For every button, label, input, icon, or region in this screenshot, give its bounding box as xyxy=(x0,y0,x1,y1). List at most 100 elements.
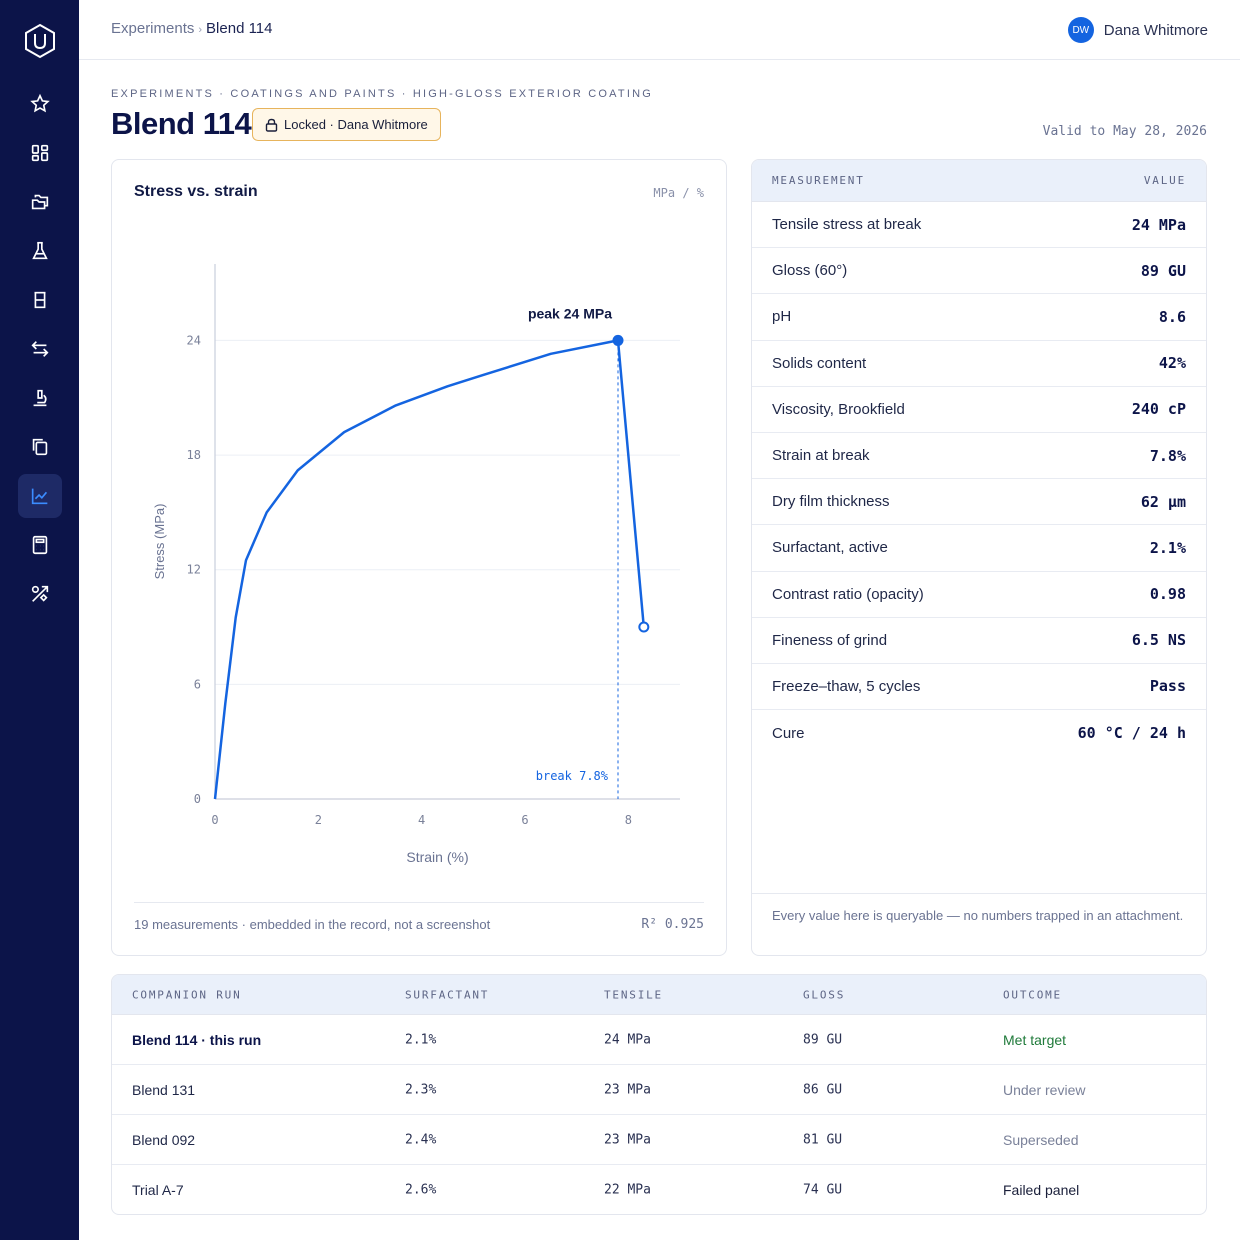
table-row[interactable]: Blend 092 2.4% 23 MPa 81 GU Superseded xyxy=(112,1115,1206,1165)
lock-badge-label: Locked · Dana Whitmore xyxy=(284,117,428,132)
measurement-value: 24 MPa xyxy=(1131,215,1186,234)
measurement-name: Strain at break xyxy=(772,447,870,465)
sidebar-item-favorites[interactable] xyxy=(18,82,62,126)
breadcrumb-separator: › xyxy=(198,24,203,36)
sidebar-item-transfers[interactable] xyxy=(18,327,62,371)
measurements-list: Tensile stress at break 24 MPa Gloss (60°)… xyxy=(752,202,1206,756)
x-tick-label: 4 xyxy=(418,813,425,827)
chart-icon xyxy=(31,488,48,505)
run-gloss: 74 GU xyxy=(803,1182,843,1198)
flask-icon xyxy=(32,241,48,260)
measurement-name: Freeze–thaw, 5 cycles xyxy=(772,677,921,695)
grid-icon xyxy=(31,144,49,162)
breadcrumb-current: Blend 114 xyxy=(206,20,273,37)
user-name: Dana Whitmore xyxy=(1103,21,1208,39)
run-surfactant: 2.1% xyxy=(405,1032,437,1047)
avatar: DW xyxy=(1067,17,1094,43)
user-menu[interactable]: DW Dana Whitmore xyxy=(1067,17,1208,43)
sidebar-item-experiments[interactable] xyxy=(18,229,62,273)
sidebar-item-analysis[interactable] xyxy=(18,376,62,420)
measurement-value: 7.8% xyxy=(1149,446,1186,465)
sidebar-item-charts[interactable] xyxy=(18,474,62,518)
stress-strain-line xyxy=(213,339,646,800)
run-name: Blend 131 xyxy=(132,1081,196,1098)
lock-badge[interactable]: Locked · Dana Whitmore xyxy=(252,108,441,141)
sidebar-item-calculator[interactable] xyxy=(18,523,62,567)
x-tick-label: 6 xyxy=(521,813,528,827)
header-surfactant: SURFACTANT xyxy=(405,988,490,1001)
break-label: break 7.8% xyxy=(536,769,609,783)
companion-runs-table: COMPANION RUN SURFACTANT TENSILE GLOSS O… xyxy=(111,974,1207,1215)
app-logo[interactable] xyxy=(23,23,57,59)
run-surfactant: 2.6% xyxy=(405,1182,437,1198)
measurement-row[interactable]: Viscosity, Brookfield 240 cP xyxy=(752,387,1206,433)
header-outcome: OUTCOME xyxy=(1003,988,1062,1001)
measurement-row[interactable]: Strain at break 7.8% xyxy=(752,433,1206,480)
measurements-card: MEASUREMENT VALUE Tensile stress at brea… xyxy=(751,159,1207,956)
measurement-value: 0.98 xyxy=(1149,585,1186,604)
header-companion-run: COMPANION RUN xyxy=(132,988,242,1001)
measurement-row[interactable]: pH 8.6 xyxy=(752,294,1206,341)
y-tick-label: 24 xyxy=(187,333,201,347)
measurement-name: Surfactant, active xyxy=(772,539,888,557)
measurement-row[interactable]: Surfactant, active 2.1% xyxy=(752,525,1206,572)
chart-r-squared: R² 0.925 xyxy=(641,917,704,932)
lock-icon xyxy=(265,118,278,132)
chart-units: MPa / % xyxy=(653,186,704,200)
run-outcome: Superseded xyxy=(1003,1131,1079,1148)
table-row[interactable]: Blend 131 2.3% 23 MPa 86 GU Under review xyxy=(112,1065,1206,1115)
measurement-value: 62 µm xyxy=(1140,492,1186,511)
run-name: Blend 092 xyxy=(132,1131,196,1148)
sidebar-item-dashboard[interactable] xyxy=(18,131,62,175)
chart-title: Stress vs. strain xyxy=(134,183,258,200)
measurement-row[interactable]: Cure 60 °C / 24 h xyxy=(752,710,1206,756)
chart-footer-note: 19 measurements · embedded in the record… xyxy=(134,917,491,932)
calculator-icon xyxy=(32,535,48,555)
measurement-row[interactable]: Freeze–thaw, 5 cycles Pass xyxy=(752,664,1206,711)
runs-table-body: Blend 114 · this run 2.1% 24 MPa 89 GU Met t… xyxy=(112,1015,1206,1214)
sidebar-item-projects[interactable] xyxy=(18,180,62,224)
copy-icon xyxy=(32,438,48,456)
measurement-value: 2.1% xyxy=(1149,538,1186,557)
y-tick-label: 0 xyxy=(194,792,201,806)
run-surfactant: 2.3% xyxy=(405,1082,437,1097)
measurement-name: Cure xyxy=(772,724,805,742)
run-name: Trial A-7 xyxy=(132,1182,184,1198)
break-end-point xyxy=(638,621,650,633)
measurement-value: 6.5 NS xyxy=(1131,631,1186,650)
beaker-icon xyxy=(34,291,46,309)
sidebar-item-samples[interactable] xyxy=(18,278,62,322)
sidebar-item-tools[interactable] xyxy=(18,572,62,616)
measurement-row[interactable]: Gloss (60°) 89 GU xyxy=(752,248,1206,295)
measurement-row[interactable]: Solids content 42% xyxy=(752,341,1206,387)
measurement-column-header: MEASUREMENT xyxy=(772,174,865,187)
measurement-name: Tensile stress at break xyxy=(772,216,922,234)
measurement-row[interactable]: Dry film thickness 62 µm xyxy=(752,479,1206,526)
measurement-row[interactable]: Tensile stress at break 24 MPa xyxy=(752,202,1206,249)
runs-table-header: COMPANION RUN SURFACTANT TENSILE GLOSS O… xyxy=(112,975,1206,1015)
run-name: Blend 114 · this run xyxy=(132,1031,262,1048)
table-row[interactable]: Trial A-7 2.6% 22 MPa 74 GU Failed panel xyxy=(112,1165,1206,1214)
x-tick-label: 0 xyxy=(211,813,218,827)
sidebar xyxy=(0,0,79,1240)
breadcrumb-experiments[interactable]: Experiments xyxy=(111,20,195,37)
run-gloss: 81 GU xyxy=(803,1132,843,1147)
value-column-header: VALUE xyxy=(1143,174,1186,187)
measurement-name: Contrast ratio (opacity) xyxy=(772,585,924,603)
sidebar-item-documents[interactable] xyxy=(18,425,62,469)
measurement-name: Viscosity, Brookfield xyxy=(772,400,905,418)
peak-point xyxy=(612,334,624,346)
header-tensile: TENSILE xyxy=(604,988,663,1001)
run-gloss: 89 GU xyxy=(803,1032,843,1047)
run-tensile: 24 MPa xyxy=(604,1032,651,1047)
table-row[interactable]: Blend 114 · this run 2.1% 24 MPa 89 GU Met t… xyxy=(112,1015,1206,1065)
microscope-icon xyxy=(33,389,47,407)
measurement-value: 240 cP xyxy=(1131,400,1186,419)
run-gloss: 86 GU xyxy=(803,1082,843,1097)
top-bar: Experiments › Blend 114 DW Dana Whitmore xyxy=(79,0,1240,60)
chart-footer: 19 measurements · embedded in the record… xyxy=(134,902,704,932)
valid-until: Valid to May 28, 2026 xyxy=(1042,124,1207,139)
measurement-row[interactable]: Contrast ratio (opacity) 0.98 xyxy=(752,572,1206,618)
measurement-row[interactable]: Fineness of grind 6.5 NS xyxy=(752,618,1206,664)
measurement-name: pH xyxy=(772,308,792,326)
